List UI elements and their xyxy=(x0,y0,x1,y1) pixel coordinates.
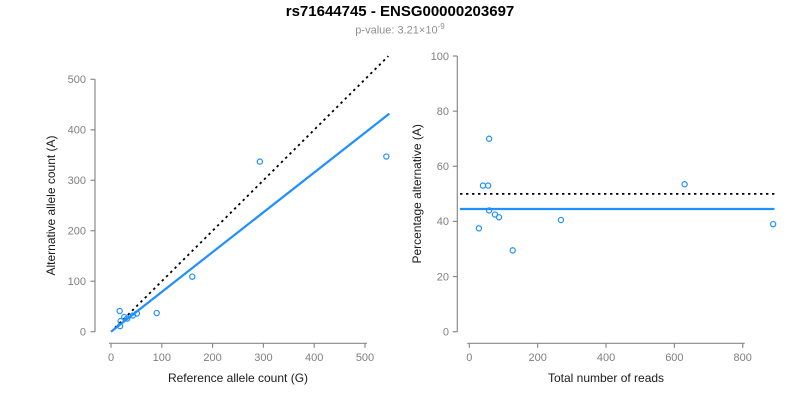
x-tick-label: 500 xyxy=(356,352,374,364)
y-tick-label: 400 xyxy=(68,125,86,137)
y-tick-label: 40 xyxy=(437,216,449,228)
data-point xyxy=(769,220,777,228)
regression-line xyxy=(110,112,391,333)
data-point xyxy=(124,315,131,322)
y-axis-title: Percentage alternative (A) xyxy=(410,124,424,263)
data-point xyxy=(117,317,124,325)
x-tick-label: 100 xyxy=(153,352,171,364)
y-tick-label: 100 xyxy=(68,276,86,288)
y-tick-label: 80 xyxy=(437,106,449,118)
x-tick-label: 600 xyxy=(665,352,683,364)
y-tick-label: 100 xyxy=(431,51,449,63)
data-point xyxy=(485,135,493,142)
y-tick-label: 60 xyxy=(437,161,449,173)
x-tick-label: 400 xyxy=(597,352,615,364)
data-point xyxy=(681,181,688,188)
y-tick-label: 300 xyxy=(68,175,86,187)
data-point xyxy=(153,309,160,317)
data-point xyxy=(189,273,196,280)
p-value-text: p-value: 3.21×10 xyxy=(355,24,438,37)
data-point xyxy=(495,214,503,221)
y-tick-label: 200 xyxy=(68,226,86,238)
x-tick-label: 300 xyxy=(254,352,272,364)
data-point xyxy=(116,307,123,315)
data-point xyxy=(475,225,483,232)
data-point xyxy=(557,216,565,224)
data-point xyxy=(256,158,264,165)
identity-line xyxy=(114,55,390,329)
data-point xyxy=(485,207,493,214)
page-title: rs71644745 - ENSG00000203697 xyxy=(285,3,515,20)
p-value-subtitle: p-value: 3.21×10-9 xyxy=(0,22,800,37)
x-tick-label: 0 xyxy=(108,352,114,364)
data-point xyxy=(509,247,516,254)
x-tick-label: 200 xyxy=(203,352,221,364)
data-point xyxy=(479,182,487,189)
y-tick-label: 0 xyxy=(80,327,86,339)
scatter-allele-counts: 0 100 200 300 400 500 0 100 200 300 400 500 Referenc… xyxy=(44,55,391,385)
data-point xyxy=(383,153,390,160)
scatter-percentage-reads: 0 20 40 60 80 100 0 200 400 600 800 Total number of… xyxy=(410,51,777,385)
x-tick-label: 200 xyxy=(528,352,546,364)
p-value-exponent: -9 xyxy=(437,22,445,31)
x-tick-label: 400 xyxy=(305,352,323,364)
x-tick-label: 800 xyxy=(734,352,752,364)
y-tick-label: 20 xyxy=(437,271,449,283)
y-tick-label: 0 xyxy=(443,327,449,339)
x-axis-title: Total number of reads xyxy=(548,371,664,385)
x-tick-label: 0 xyxy=(466,352,472,364)
y-tick-label: 500 xyxy=(68,74,86,86)
data-point xyxy=(133,310,141,317)
data-point xyxy=(121,313,128,321)
x-axis-title: Reference allele count (G) xyxy=(168,371,308,385)
data-point xyxy=(484,182,492,189)
y-axis-title: Alternative allele count (A) xyxy=(44,135,58,275)
